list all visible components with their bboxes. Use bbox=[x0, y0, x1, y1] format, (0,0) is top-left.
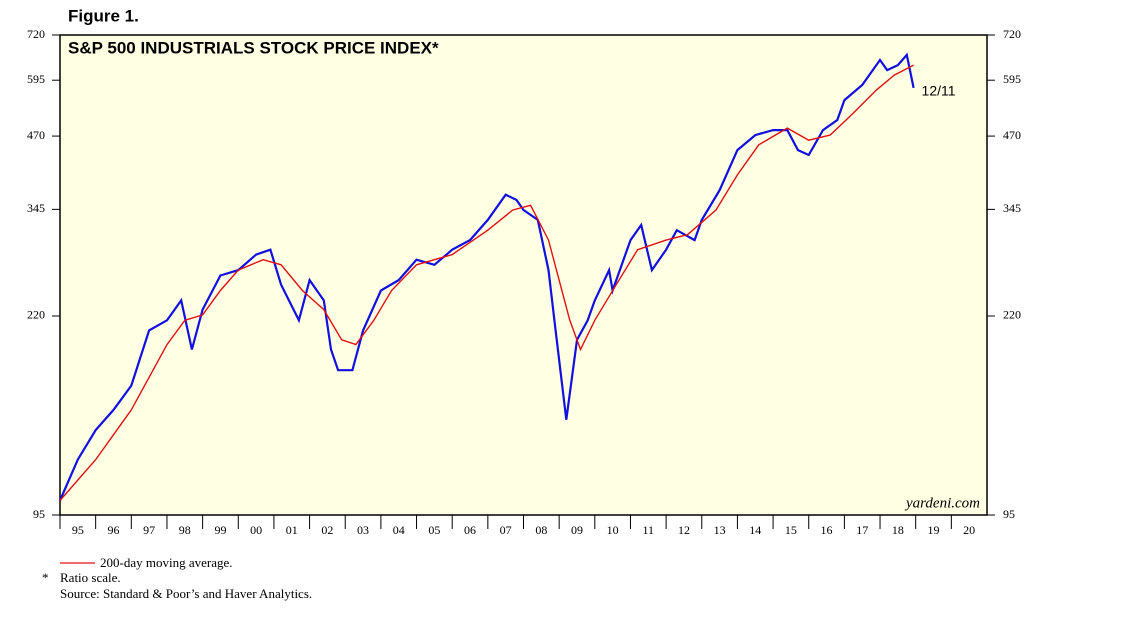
note-marker: * bbox=[42, 570, 49, 585]
x-tick-label: 16 bbox=[821, 523, 833, 537]
date-annotation: 12/11 bbox=[922, 83, 956, 99]
x-tick-label: 98 bbox=[179, 523, 191, 537]
x-tick-label: 18 bbox=[892, 523, 904, 537]
x-tick-label: 03 bbox=[357, 523, 369, 537]
y-tick-label: 345 bbox=[27, 201, 45, 215]
x-tick-label: 19 bbox=[928, 523, 940, 537]
source-brand: yardeni.com bbox=[904, 495, 980, 511]
x-tick-label: 14 bbox=[749, 523, 761, 537]
x-tick-label: 10 bbox=[607, 523, 619, 537]
y2-tick-label: 595 bbox=[1003, 72, 1021, 86]
x-tick-label: 11 bbox=[643, 523, 655, 537]
y-tick-label: 470 bbox=[27, 128, 45, 142]
y2-tick-label: 345 bbox=[1003, 201, 1021, 215]
y-tick-label: 720 bbox=[27, 27, 45, 41]
y2-tick-label: 220 bbox=[1003, 308, 1021, 322]
y-tick-label: 595 bbox=[27, 72, 45, 86]
x-tick-label: 09 bbox=[571, 523, 583, 537]
x-tick-label: 97 bbox=[143, 523, 155, 537]
x-tick-label: 00 bbox=[250, 523, 262, 537]
series-line bbox=[59, 64, 914, 501]
x-tick-label: 12 bbox=[678, 523, 690, 537]
x-tick-label: 13 bbox=[714, 523, 726, 537]
x-tick-label: 20 bbox=[963, 523, 975, 537]
chart-title: S&P 500 INDUSTRIALS STOCK PRICE INDEX* bbox=[68, 38, 439, 57]
y2-tick-label: 470 bbox=[1003, 128, 1021, 142]
x-tick-label: 06 bbox=[464, 523, 476, 537]
x-tick-label: 05 bbox=[428, 523, 440, 537]
note: Ratio scale. bbox=[60, 570, 121, 585]
x-tick-label: 04 bbox=[393, 523, 405, 537]
x-tick-label: 17 bbox=[856, 523, 868, 537]
legend-label: 200-day moving average. bbox=[100, 555, 232, 570]
x-tick-label: 02 bbox=[321, 523, 333, 537]
source-note: Source: Standard & Poor’s and Haver Anal… bbox=[60, 586, 312, 601]
x-tick-label: 08 bbox=[535, 523, 547, 537]
y2-tick-label: 720 bbox=[1003, 27, 1021, 41]
y-tick-label: 95 bbox=[33, 507, 45, 521]
y-tick-label: 220 bbox=[27, 308, 45, 322]
x-tick-label: 15 bbox=[785, 523, 797, 537]
x-tick-label: 96 bbox=[107, 523, 119, 537]
x-tick-label: 95 bbox=[72, 523, 84, 537]
figure-label: Figure 1. bbox=[68, 6, 139, 25]
x-tick-label: 01 bbox=[286, 523, 298, 537]
x-tick-label: 99 bbox=[214, 523, 226, 537]
x-tick-label: 07 bbox=[500, 523, 512, 537]
series-line bbox=[58, 52, 915, 501]
y2-tick-label: 95 bbox=[1003, 507, 1015, 521]
plot-area bbox=[59, 34, 988, 516]
